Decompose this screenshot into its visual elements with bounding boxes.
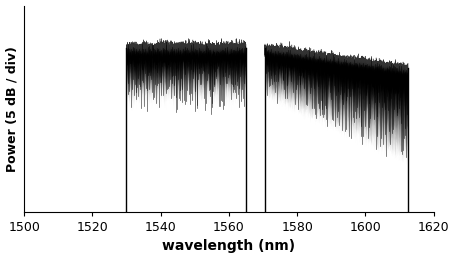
X-axis label: wavelength (nm): wavelength (nm) bbox=[162, 239, 295, 254]
Y-axis label: Power (5 dB / div): Power (5 dB / div) bbox=[5, 46, 19, 172]
